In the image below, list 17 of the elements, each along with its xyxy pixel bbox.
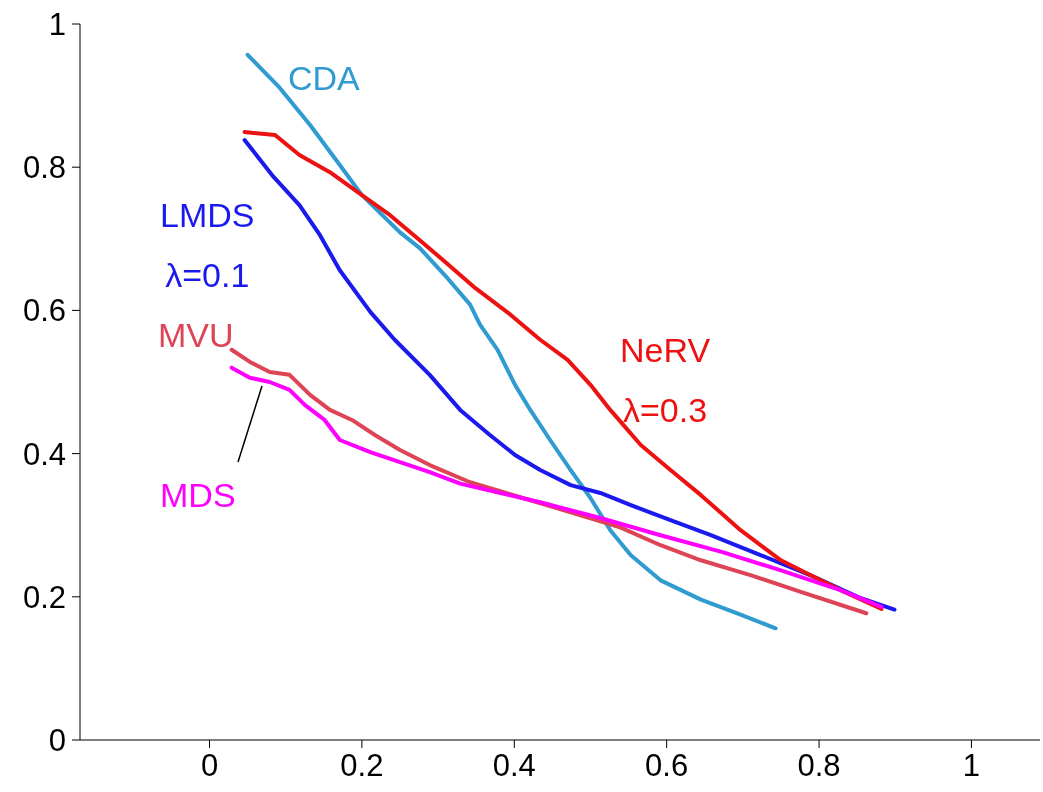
x-tick-label: 0.6 [645, 748, 689, 784]
x-tick-label: 0.8 [797, 748, 841, 784]
y-tick-label: 0 [48, 723, 66, 759]
y-tick-label: 0.8 [22, 150, 66, 186]
y-tick-label: 0.6 [22, 293, 66, 329]
y-tick-label: 1 [48, 7, 66, 43]
x-tick-label: 0.2 [340, 748, 384, 784]
x-tick-label: 0.4 [492, 748, 536, 784]
y-tick-label: 0.4 [22, 436, 66, 472]
series-label: NeRV λ=0.3 [620, 330, 711, 431]
y-tick-label: 0.2 [22, 579, 66, 615]
text: MDS [160, 475, 236, 516]
x-tick-label: 0 [200, 748, 219, 784]
x-tick-label: 1 [962, 748, 981, 784]
series-label: MVU [158, 315, 234, 356]
series-label: CDA [288, 58, 360, 99]
series-label: LMDS λ=0.1 [160, 195, 255, 296]
